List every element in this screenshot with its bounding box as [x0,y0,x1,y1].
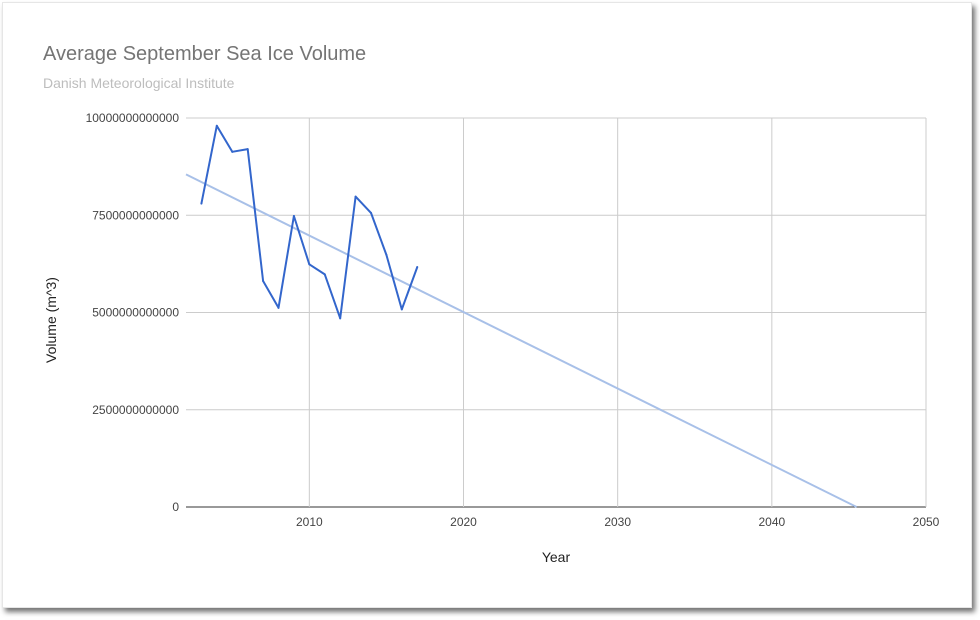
y-axis-ticks: 0 2500000000000 5000000000000 7500000000000… [86,111,180,514]
data-point [416,265,419,268]
trendline-layer [185,173,858,508]
data-point [385,253,388,256]
data-point [215,124,218,127]
y-tick-label: 7500000000000 [92,208,179,222]
x-tick-label: 2040 [758,515,785,529]
chart-title: Average September Sea Ice Volume [43,43,367,65]
y-tick-label: 2500000000000 [92,403,179,417]
trendline [185,173,858,508]
data-point [400,308,403,311]
data-point [246,148,249,151]
x-tick-label: 2010 [296,515,323,529]
data-point [323,273,326,276]
x-axis-title: Year [542,549,571,565]
y-tick-label: 10000000000000 [86,111,180,125]
data-point [277,306,280,309]
x-axis-ticks: 2010 2020 2030 2040 2050 [296,515,940,529]
x-tick-label: 2050 [913,515,940,529]
y-tick-label: 5000000000000 [92,306,179,320]
series-layer [200,124,419,320]
gridlines [186,117,927,508]
x-tick-label: 2020 [450,515,477,529]
data-point [354,195,357,198]
y-tick-label: 0 [172,500,179,514]
chart-subtitle: Danish Meteorological Institute [43,75,235,91]
data-point [292,215,295,218]
y-axis-title: Volume (m^3) [43,277,59,363]
data-point [200,202,203,205]
data-point [339,317,342,320]
data-point [231,150,234,153]
x-tick-label: 2030 [604,515,631,529]
data-point [262,279,265,282]
data-point [308,263,311,266]
data-point [370,211,372,214]
